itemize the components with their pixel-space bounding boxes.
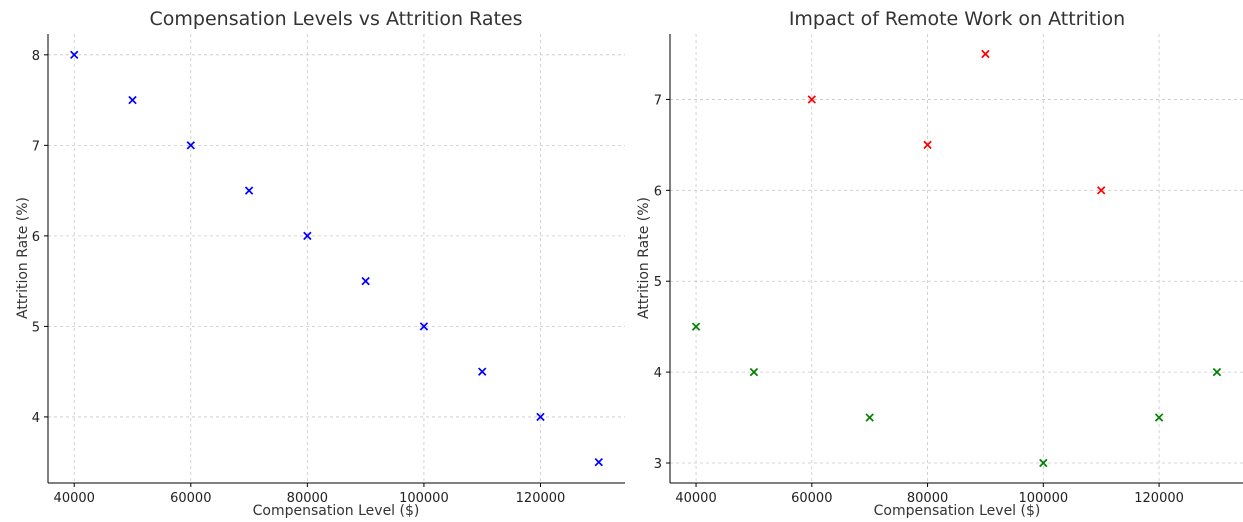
chart-title: Compensation Levels vs Attrition Rates bbox=[150, 8, 523, 30]
data-point bbox=[244, 186, 254, 195]
data-point bbox=[923, 140, 932, 150]
data-point bbox=[1039, 458, 1048, 468]
series-1 bbox=[691, 322, 1222, 468]
data-point bbox=[807, 95, 817, 104]
y-tick-label: 5 bbox=[654, 275, 662, 290]
grid bbox=[670, 34, 1243, 483]
data-point bbox=[691, 322, 701, 331]
y-tick-label: 7 bbox=[32, 139, 40, 154]
x-tick-label: 120000 bbox=[1134, 491, 1184, 506]
x-tick-label: 100000 bbox=[1018, 491, 1068, 506]
data-point bbox=[70, 50, 79, 60]
series-0 bbox=[807, 49, 1106, 195]
x-tick-label: 60000 bbox=[791, 491, 832, 506]
data-point bbox=[1096, 186, 1106, 195]
data-point bbox=[1154, 413, 1164, 422]
x-axis-label: Compensation Level ($) bbox=[253, 503, 420, 519]
y-tick-label: 6 bbox=[654, 184, 662, 199]
chart-title: Impact of Remote Work on Attrition bbox=[789, 8, 1125, 30]
y-tick-label: 7 bbox=[654, 93, 662, 108]
data-point bbox=[419, 322, 429, 331]
data-point bbox=[186, 141, 195, 150]
data-point bbox=[361, 276, 370, 286]
data-point bbox=[1212, 367, 1222, 377]
data-point bbox=[478, 367, 487, 376]
y-tick-label: 5 bbox=[32, 320, 40, 335]
chart-compensation-vs-attrition: Compensation Levels vs Attrition Rates C… bbox=[15, 8, 625, 519]
chart-remote-work-impact: Impact of Remote Work on Attrition Compe… bbox=[636, 8, 1243, 519]
data-point bbox=[981, 49, 990, 59]
x-tick-label: 100000 bbox=[399, 491, 449, 506]
data-point bbox=[594, 457, 603, 467]
y-tick-label: 4 bbox=[654, 366, 662, 381]
x-tick-label: 80000 bbox=[907, 491, 948, 506]
grid bbox=[48, 34, 625, 483]
x-tick-label: 60000 bbox=[170, 491, 211, 506]
x-tick-label: 40000 bbox=[675, 491, 716, 506]
data-point bbox=[303, 231, 312, 241]
y-tick-label: 4 bbox=[32, 411, 40, 426]
data-point bbox=[536, 412, 545, 422]
x-tick-label: 80000 bbox=[287, 491, 328, 506]
series-0 bbox=[70, 50, 603, 467]
data-point bbox=[749, 367, 759, 377]
y-tick-label: 8 bbox=[32, 49, 40, 64]
x-tick-label: 40000 bbox=[54, 491, 95, 506]
data-point bbox=[128, 95, 137, 105]
y-tick-label: 6 bbox=[32, 230, 40, 245]
x-tick-label: 120000 bbox=[516, 491, 566, 506]
data-point bbox=[865, 413, 874, 422]
y-axis-label: Attrition Rate (%) bbox=[15, 197, 31, 319]
y-tick-label: 3 bbox=[654, 457, 662, 472]
x-axis-label: Compensation Level ($) bbox=[874, 503, 1041, 519]
y-axis-label: Attrition Rate (%) bbox=[636, 197, 652, 319]
